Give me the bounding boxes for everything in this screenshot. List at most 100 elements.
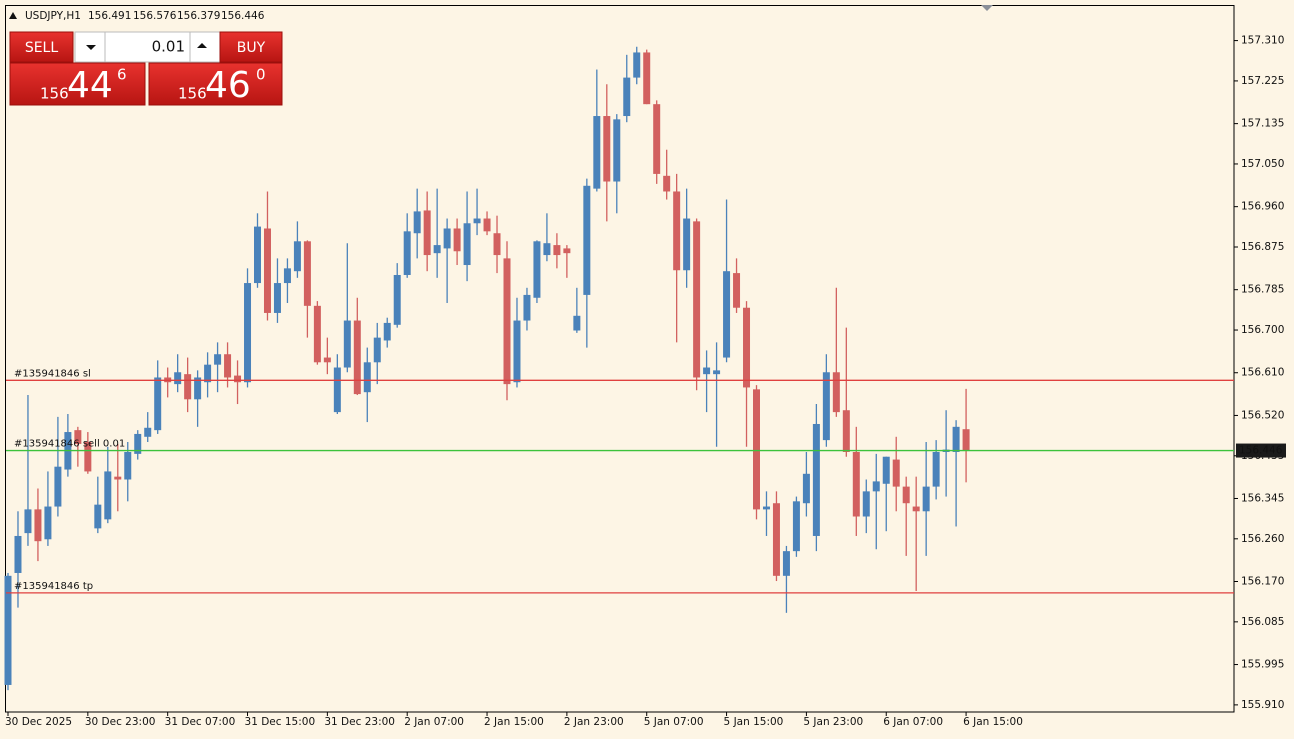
candle-body [792, 501, 800, 552]
y-tick-label: 155.995 [1241, 659, 1284, 671]
candle-body [932, 451, 940, 487]
ask-box[interactable] [148, 62, 283, 106]
candle-body [952, 426, 960, 452]
order-line-label: #135941846 sl [14, 368, 91, 379]
candle-body [902, 486, 910, 504]
candle-body [343, 320, 351, 368]
trade-panel: SELL 0.01 BUY 156 44 6 156 46 0 [9, 31, 283, 106]
candle-body [583, 185, 591, 295]
candle-body [244, 283, 252, 383]
volume-value[interactable]: 0.01 [152, 38, 185, 56]
candle-body [423, 210, 431, 256]
candle-body [54, 466, 62, 507]
candle-body [663, 175, 671, 192]
candle-body [363, 362, 371, 393]
candle-body [503, 258, 511, 385]
candle-body [313, 305, 321, 363]
buy-label[interactable]: BUY [237, 40, 266, 56]
symbol-title: USDJPY,H1 [25, 10, 81, 22]
candle-body [643, 52, 651, 105]
candle-body [174, 372, 182, 385]
candle-body [543, 243, 551, 256]
candle-body [14, 535, 22, 573]
candle-body [403, 231, 411, 275]
candle-body [254, 226, 261, 284]
price-label-box [1236, 443, 1286, 458]
candle-body [762, 506, 770, 510]
candle-body [24, 509, 32, 534]
x-tick-label: 5 Jan 15:00 [724, 716, 784, 728]
x-tick-label: 31 Dec 07:00 [165, 716, 236, 728]
y-tick-label: 156.610 [1241, 367, 1284, 379]
up-arrow [197, 43, 207, 48]
candle-body [882, 456, 890, 484]
candle-body [872, 481, 880, 492]
y-tick-label: 156.085 [1241, 616, 1284, 628]
candle-body [683, 218, 691, 271]
buy-button[interactable] [219, 31, 283, 63]
candle-body [553, 245, 561, 256]
candle-body [753, 389, 760, 510]
y-tick-label: 157.135 [1241, 118, 1284, 130]
candle-body [922, 486, 930, 512]
candle-body [782, 551, 790, 576]
candle-body [224, 354, 232, 378]
order-line-label: #135941846 sell 0.01 [14, 439, 125, 450]
candle-body [373, 337, 381, 363]
x-tick-label: 6 Jan 07:00 [883, 716, 943, 728]
candle-body [723, 271, 731, 358]
candle-body [563, 248, 571, 254]
candle-body [104, 471, 112, 520]
y-tick-label: 156.520 [1241, 409, 1284, 421]
header-close: 156.446 [221, 10, 265, 22]
bid-point: 6 [117, 66, 127, 84]
candle-body [613, 119, 621, 182]
candle-body [483, 218, 491, 232]
candle-body [273, 283, 281, 313]
candle-body [653, 104, 661, 174]
candle-body [44, 506, 52, 540]
ask-pips: 46 [205, 65, 251, 106]
volume-input[interactable] [104, 31, 191, 63]
candle-body [473, 218, 481, 224]
candle-body [234, 375, 242, 383]
candle-body [443, 228, 451, 249]
price-label: 156.446 [1239, 445, 1283, 457]
y-tick-label: 156.700 [1241, 324, 1284, 336]
candle-body [303, 241, 311, 306]
bid-figure: 156 [40, 85, 69, 103]
bid-box[interactable] [9, 62, 146, 106]
x-tick-label: 2 Jan 15:00 [484, 716, 544, 728]
sell-button[interactable] [9, 31, 74, 63]
candle-body [962, 429, 970, 451]
plot-area: 157.310 157.225 157.135 157.050 156.960 156.8… [4, 35, 1284, 728]
candle-body [353, 320, 361, 395]
candle-body [703, 367, 711, 375]
candle-body [713, 370, 721, 375]
candle-body [144, 427, 152, 437]
y-tick-label: 157.310 [1241, 35, 1284, 47]
candle-body [333, 367, 341, 413]
ask-figure: 156 [178, 85, 207, 103]
candle-body [154, 377, 162, 431]
candle-body [433, 245, 441, 254]
candle-body [862, 491, 870, 517]
candle-body [842, 410, 850, 452]
candle-body [134, 433, 142, 454]
collapse-icon[interactable] [9, 12, 17, 19]
candle-body [513, 320, 521, 383]
candle-body [673, 191, 681, 271]
candle-body [263, 228, 271, 313]
x-tick-label: 30 Dec 2025 [5, 716, 72, 728]
plot-frame [5, 5, 1235, 713]
candle-body [453, 228, 461, 252]
order-line-label: #135941846 tp [14, 581, 93, 592]
candle-body [623, 77, 631, 117]
candle-body [323, 357, 331, 363]
y-tick-label: 156.170 [1241, 576, 1284, 588]
bid-pips: 44 [67, 65, 113, 106]
sell-label[interactable]: SELL [25, 40, 59, 56]
candle-body [114, 476, 122, 480]
x-tick-label: 2 Jan 07:00 [404, 716, 464, 728]
y-tick-label: 156.785 [1241, 284, 1284, 296]
